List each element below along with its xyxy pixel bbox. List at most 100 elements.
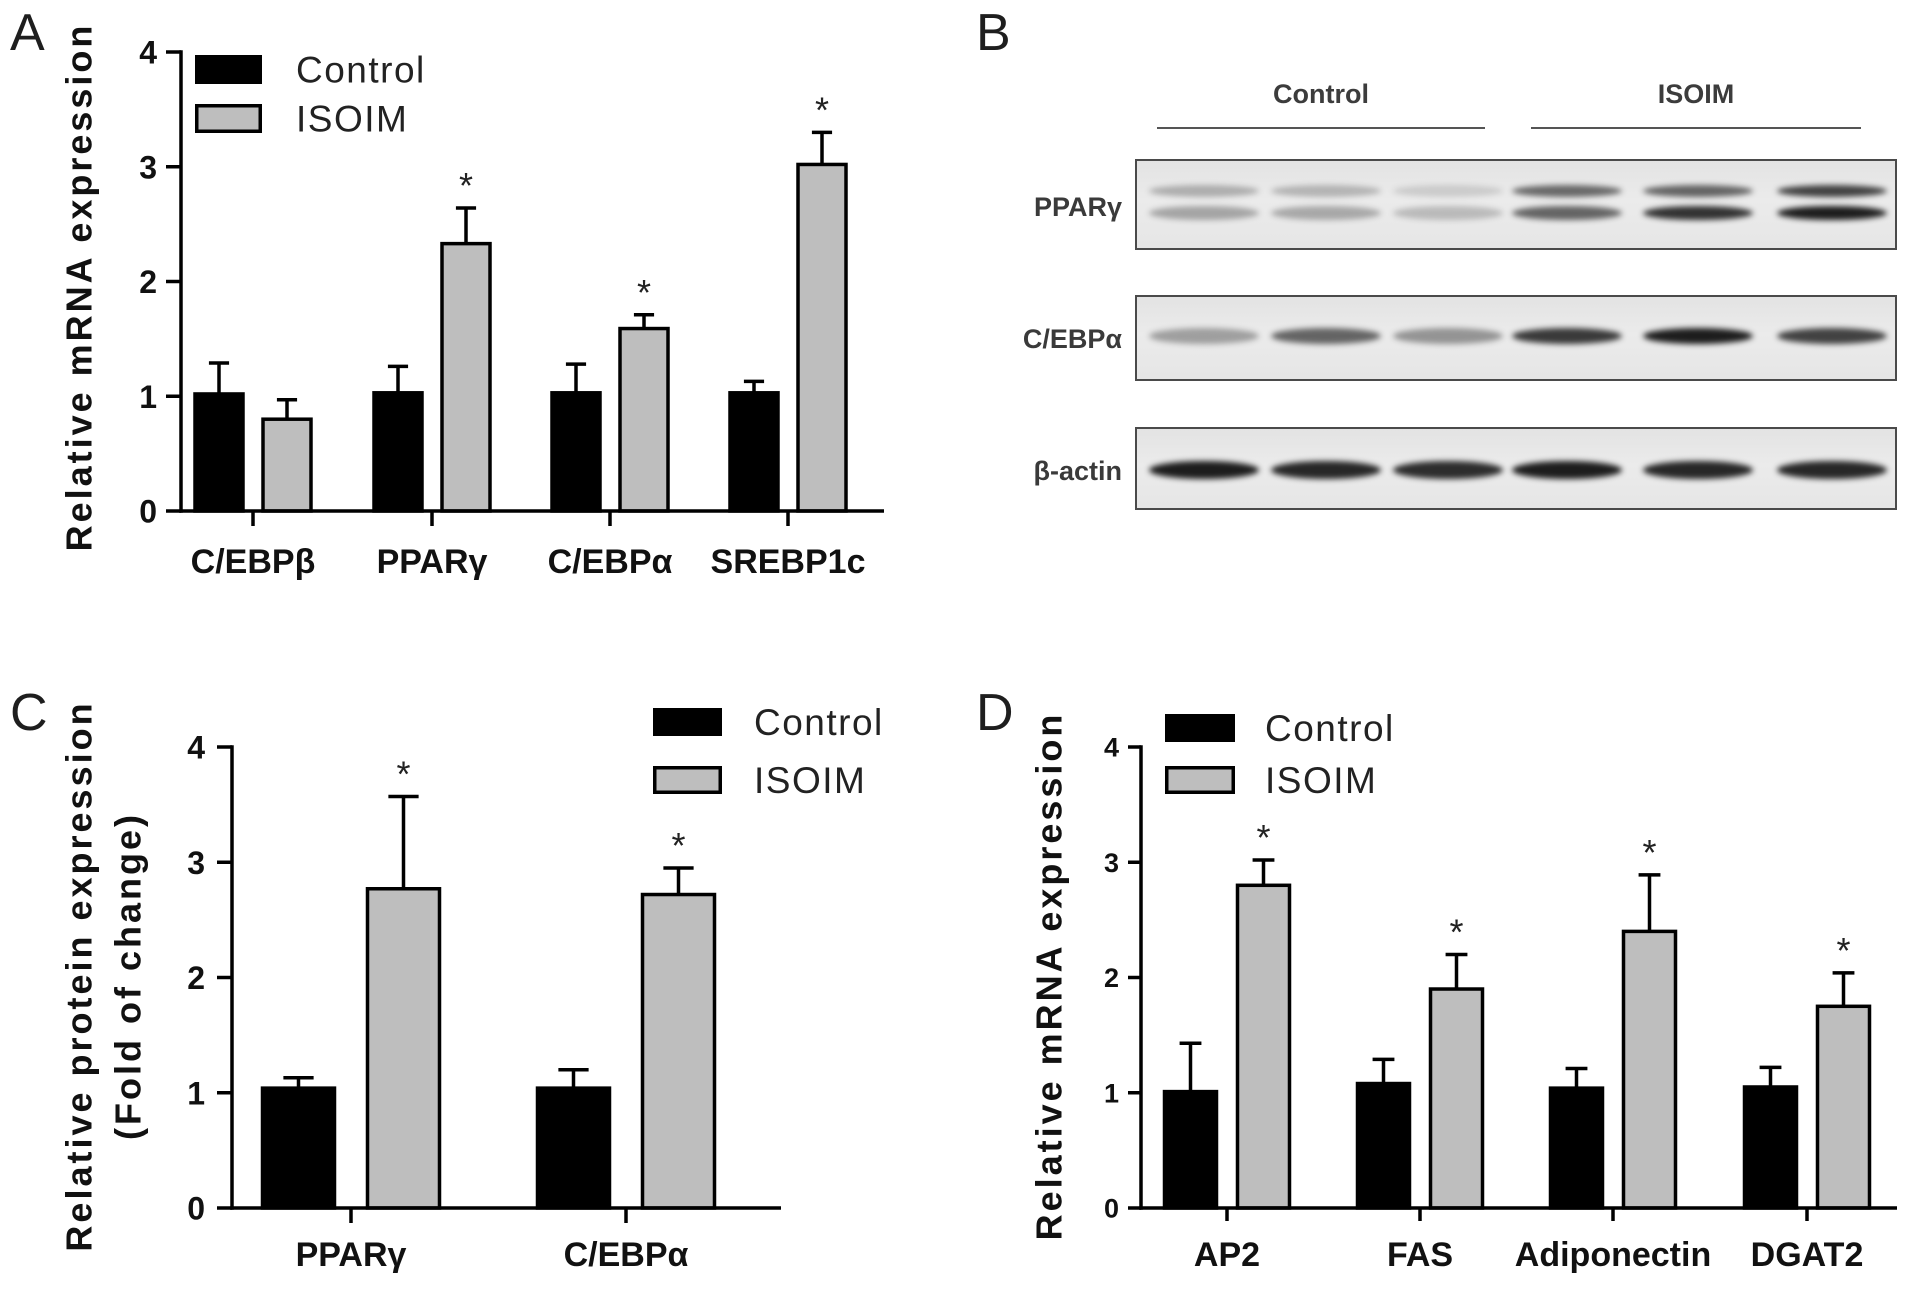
bar-control (1548, 1086, 1605, 1210)
blot-group-label-isoim: ISOIM (1657, 79, 1735, 109)
y-axis-label: Relative mRNA expression (1029, 712, 1070, 1241)
blot-band (1643, 461, 1753, 479)
panel-label-d: D (976, 684, 1014, 742)
blot-band (1149, 206, 1259, 220)
legend: Control ISOIM (1165, 708, 1393, 801)
blot-band (1149, 461, 1259, 479)
legend-swatch-isoim (1165, 766, 1235, 794)
error-bar (743, 379, 765, 393)
error-bar (1638, 873, 1661, 932)
blot-band (1643, 328, 1753, 344)
y-tick-label: 4 (187, 730, 205, 766)
bar-isoim (1428, 987, 1485, 1210)
error-bar (811, 130, 833, 165)
chart-panel-d: * * * * 0 1 2 3 4 AP2 FAS Adiponectin DGAT2 Relative … (1029, 708, 1897, 1274)
bar-control (1742, 1085, 1799, 1210)
x-tick-label: C/EBPα (548, 543, 673, 581)
blot-band (1271, 206, 1381, 220)
x-tick-label: SREBP1c (711, 543, 866, 581)
error-bar (208, 361, 230, 394)
panel-label-c: C (10, 684, 48, 742)
significance-star: * (671, 825, 685, 866)
legend-swatch-control (1165, 714, 1235, 742)
error-bar (1252, 858, 1275, 886)
bar-control (1162, 1089, 1219, 1210)
y-tick-label: 2 (139, 264, 157, 300)
x-tick-label: C/EBPβ (191, 543, 316, 581)
y-tick-label: 1 (139, 379, 157, 415)
panel-label-b: B (976, 4, 1011, 62)
y-axis-label: Relative protein expression (59, 700, 100, 1251)
y-axis-label: (Fold of change) (108, 812, 149, 1140)
y-tick-label: 1 (1104, 1078, 1119, 1108)
significance-star: * (1449, 911, 1463, 952)
blot-band (1271, 328, 1381, 344)
bar-isoim (640, 892, 717, 1210)
blot-group-label-control: Control (1273, 79, 1369, 109)
blot-band (1393, 328, 1503, 344)
blot-band (1777, 328, 1887, 344)
significance-star: * (637, 272, 651, 313)
error-bar (455, 206, 477, 244)
bar-control (535, 1086, 612, 1210)
legend-swatch-isoim (653, 766, 722, 794)
blot-band (1149, 328, 1259, 344)
y-tick-label: 3 (139, 149, 157, 185)
blot-strip-beta-actin (1135, 427, 1897, 510)
blot-group-underline-isoim (1531, 127, 1861, 129)
error-bar (1179, 1041, 1202, 1092)
bar-control (372, 391, 424, 513)
error-bar (387, 364, 409, 393)
bar-control (1355, 1081, 1412, 1210)
blot-row-label-c-ebp-alpha: C/EBPα (1022, 324, 1122, 354)
blot-band (1777, 185, 1887, 197)
bar-control (260, 1086, 337, 1210)
bar-control (193, 392, 245, 513)
bar-isoim (440, 241, 492, 513)
x-tick-label: FAS (1387, 1236, 1453, 1274)
significance-star: * (1836, 930, 1850, 971)
blot-band (1271, 461, 1381, 479)
blot-band (1512, 206, 1622, 220)
bar-isoim (796, 162, 848, 513)
y-tick-label: 3 (187, 845, 205, 881)
y-tick-label: 2 (1104, 963, 1119, 993)
x-tick-label: PPARγ (377, 543, 488, 581)
y-tick-label: 4 (139, 35, 157, 71)
y-tick-label: 0 (139, 494, 157, 530)
blot-row-label-beta-actin: β-actin (1033, 456, 1123, 486)
error-bar (558, 1067, 589, 1089)
error-bar (565, 362, 587, 393)
legend: Control ISOIM (653, 702, 882, 801)
significance-star: * (459, 165, 473, 206)
x-tick-label: Adiponectin (1515, 1236, 1711, 1274)
error-bar (1372, 1057, 1395, 1084)
error-bar (1445, 952, 1468, 990)
blot-band (1512, 185, 1622, 197)
error-bar (283, 1076, 314, 1089)
y-tick-label: 4 (1104, 733, 1119, 763)
bar-isoim (365, 887, 442, 1210)
significance-star: * (1256, 817, 1270, 858)
bar-isoim (618, 326, 670, 513)
bar-control (550, 391, 602, 513)
y-tick-label: 0 (187, 1191, 205, 1227)
legend-swatch-isoim (195, 104, 262, 133)
y-tick-label: 2 (187, 960, 205, 996)
blot-strip-ppar-gamma (1135, 159, 1897, 250)
error-bar (276, 397, 298, 420)
bar-isoim (1815, 1004, 1872, 1210)
significance-star: * (396, 754, 410, 795)
blot-band (1393, 206, 1503, 220)
error-bar (663, 866, 694, 895)
legend-swatch-control (195, 55, 262, 84)
significance-star: * (815, 89, 829, 130)
bar-isoim (261, 417, 313, 513)
blot-row-label-ppar-gamma: PPARγ (1033, 192, 1122, 222)
blot-band (1512, 461, 1622, 479)
error-bar (633, 313, 655, 329)
x-tick-label: DGAT2 (1751, 1236, 1864, 1274)
y-tick-label: 1 (187, 1075, 205, 1111)
